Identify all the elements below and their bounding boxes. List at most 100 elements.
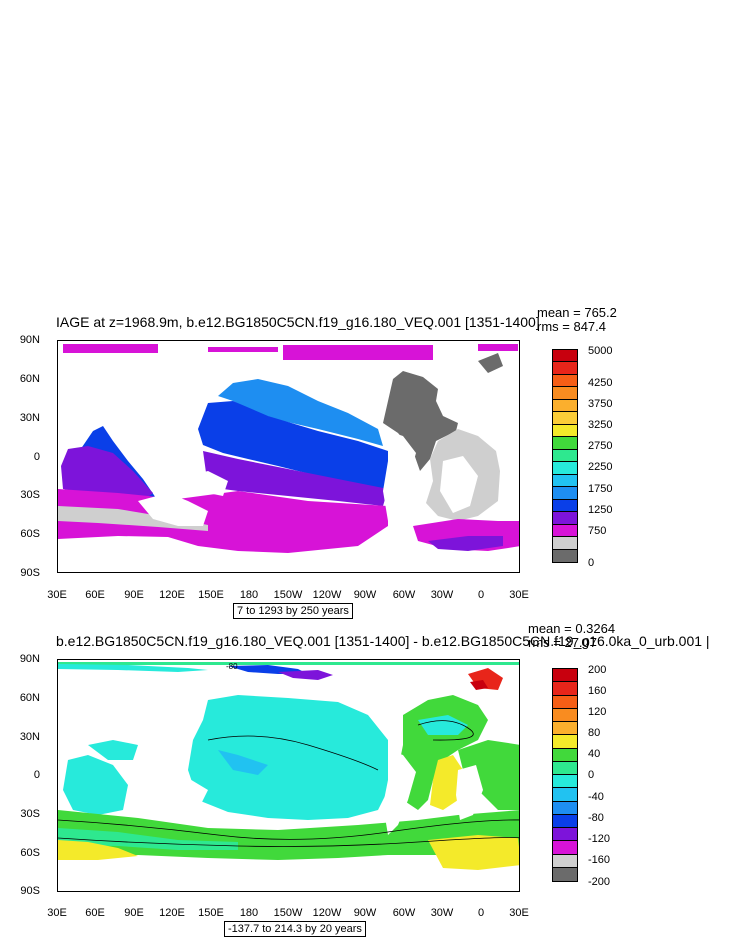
- panel1-colorbar-label: 1250: [588, 504, 613, 516]
- panel2-lon-label: 180: [239, 907, 259, 919]
- colorbar-swatch: [553, 695, 577, 709]
- panel2-lon-label: 30W: [430, 907, 454, 919]
- panel2-colorbar-label: -200: [588, 876, 611, 888]
- colorbar-swatch: [553, 399, 577, 413]
- panel1-colorbar-label: 3750: [588, 398, 613, 410]
- panel1-lat-label: 90S: [20, 567, 40, 579]
- map-age-field: [58, 344, 519, 553]
- colorbar-swatch: [553, 512, 577, 525]
- panel1-lon-label: 0: [477, 589, 485, 601]
- colorbar-swatch: [553, 735, 577, 749]
- colorbar-swatch: [553, 362, 577, 375]
- contour-label: -80: [226, 662, 238, 671]
- panel2-lon-label: 60W: [392, 907, 416, 919]
- panel1-colorbar-label: 2250: [588, 461, 613, 473]
- panel1-lat-label: 90N: [19, 334, 40, 346]
- colorbar-swatch: [553, 350, 577, 363]
- panel1-lat-label: 0: [33, 451, 40, 463]
- colorbar-swatch: [553, 841, 577, 855]
- panel1-rms: rms = 847.4: [537, 319, 607, 334]
- panel-age: IAGE at z=1968.9m, b.e12.BG1850C5CN.f19_…: [19, 305, 617, 619]
- panel2-lat-label: 0: [33, 769, 40, 781]
- panel2-lon-axis: 30E 60E 90E 120E 150E 180 150W 120W 90W …: [0, 907, 733, 923]
- panel2-lat-label: 60N: [19, 692, 40, 704]
- panel2-colorbar-label: -40: [588, 791, 604, 803]
- colorbar-swatch: [553, 801, 577, 815]
- colorbar-swatch: [553, 669, 577, 683]
- colorbar-swatch: [553, 462, 577, 475]
- colorbar-swatch: [553, 499, 577, 513]
- colorbar-swatch: [553, 682, 577, 696]
- panel2-lat-label: 90N: [19, 653, 40, 665]
- panel1-lon-label: 120E: [159, 589, 185, 601]
- panel1-lon-label: 120W: [312, 589, 342, 601]
- colorbar-swatch: [553, 828, 577, 842]
- panel2-title: b.e12.BG1850C5CN.f19_g16.180_VEQ.001 [13…: [56, 633, 710, 649]
- panel2-colorbar-label: 200: [588, 664, 607, 676]
- panel1-colorbar-label: 1750: [588, 483, 613, 495]
- panel2-colorbar: [552, 668, 578, 882]
- panel1-lat-label: 60N: [19, 373, 40, 385]
- panel2-lon-label: 30E: [47, 907, 67, 919]
- panel1-lon-label: 150E: [198, 589, 224, 601]
- panel2-lat-label: 30N: [19, 731, 40, 743]
- panel1-colorbar-label: 4250: [588, 377, 613, 389]
- panel1-lon-label: 30E: [47, 589, 67, 601]
- panel2-lon-label: 90W: [353, 907, 377, 919]
- panel2-colorbar-label: -80: [588, 812, 604, 824]
- panel2-colorbar-label: 80: [588, 727, 601, 739]
- panel1-contour-range: 7 to 1293 by 250 years: [233, 603, 353, 619]
- panel2-contour-range: -137.7 to 214.3 by 20 years: [224, 921, 366, 937]
- colorbar-swatch: [553, 867, 577, 881]
- panel2-lon-label: 150E: [198, 907, 224, 919]
- colorbar-swatch: [553, 775, 577, 789]
- colorbar-swatch: [553, 549, 577, 562]
- panel1-mean: mean = 765.2: [537, 305, 617, 320]
- colorbar-swatch: [553, 412, 577, 425]
- panel2-colorbar-label: 40: [588, 748, 601, 760]
- panel2-lon-label: 60E: [85, 907, 105, 919]
- panel1-lon-axis: 30E 60E 90E 120E 150E 180 150W 120W 90W …: [0, 589, 733, 605]
- colorbar-swatch: [553, 537, 577, 550]
- panel2-lat-label: 60S: [20, 847, 40, 859]
- colorbar-swatch: [553, 474, 577, 488]
- colorbar-swatch: [553, 449, 577, 463]
- colorbar-swatch: [553, 708, 577, 722]
- panel1-colorbar-label: 3250: [588, 419, 613, 431]
- colorbar-swatch: [553, 748, 577, 762]
- panel1-lon-label: 30E: [509, 589, 529, 601]
- panel1-colorbar: [552, 349, 578, 563]
- colorbar-swatch: [553, 387, 577, 400]
- panel1-colorbar-label: 2750: [588, 440, 613, 452]
- colorbar-swatch: [553, 761, 577, 775]
- panel2-lon-label: 120W: [312, 907, 342, 919]
- panel2-lon-label: 150W: [273, 907, 303, 919]
- colorbar-swatch: [553, 437, 577, 450]
- panel1-lon-label: 60W: [392, 589, 416, 601]
- panel1-lon-label: 30W: [430, 589, 454, 601]
- colorbar-swatch: [553, 788, 577, 802]
- panel2-rms: rms = 27.07: [528, 635, 598, 650]
- panel1-lon-label: 90W: [353, 589, 377, 601]
- panel1-colorbar-label: 750: [588, 525, 607, 537]
- panel2-colorbar-label: -120: [588, 833, 611, 845]
- colorbar-swatch: [553, 814, 577, 828]
- panel1-title: IAGE at z=1968.9m, b.e12.BG1850C5CN.f19_…: [56, 314, 540, 330]
- colorbar-swatch: [553, 854, 577, 868]
- panel2-colorbar-label: 0: [588, 769, 595, 781]
- panel1-colorbar-label: 0: [588, 557, 595, 569]
- map-difference-field: -80: [58, 662, 519, 870]
- panel1-lon-label: 90E: [124, 589, 144, 601]
- colorbar-swatch: [553, 487, 577, 500]
- panel2-lat-label: 90S: [20, 885, 40, 897]
- panel2-colorbar-label: -160: [588, 854, 611, 866]
- panel1-lat-label: 60S: [20, 528, 40, 540]
- map-difference: -80: [57, 659, 520, 892]
- panel1-lon-label: 150W: [273, 589, 303, 601]
- panel2-lat-label: 30S: [20, 808, 40, 820]
- panel2-colorbar-label: 160: [588, 685, 607, 697]
- colorbar-swatch: [553, 424, 577, 438]
- colorbar-swatch: [553, 374, 577, 388]
- panel2-lon-label: 30E: [509, 907, 529, 919]
